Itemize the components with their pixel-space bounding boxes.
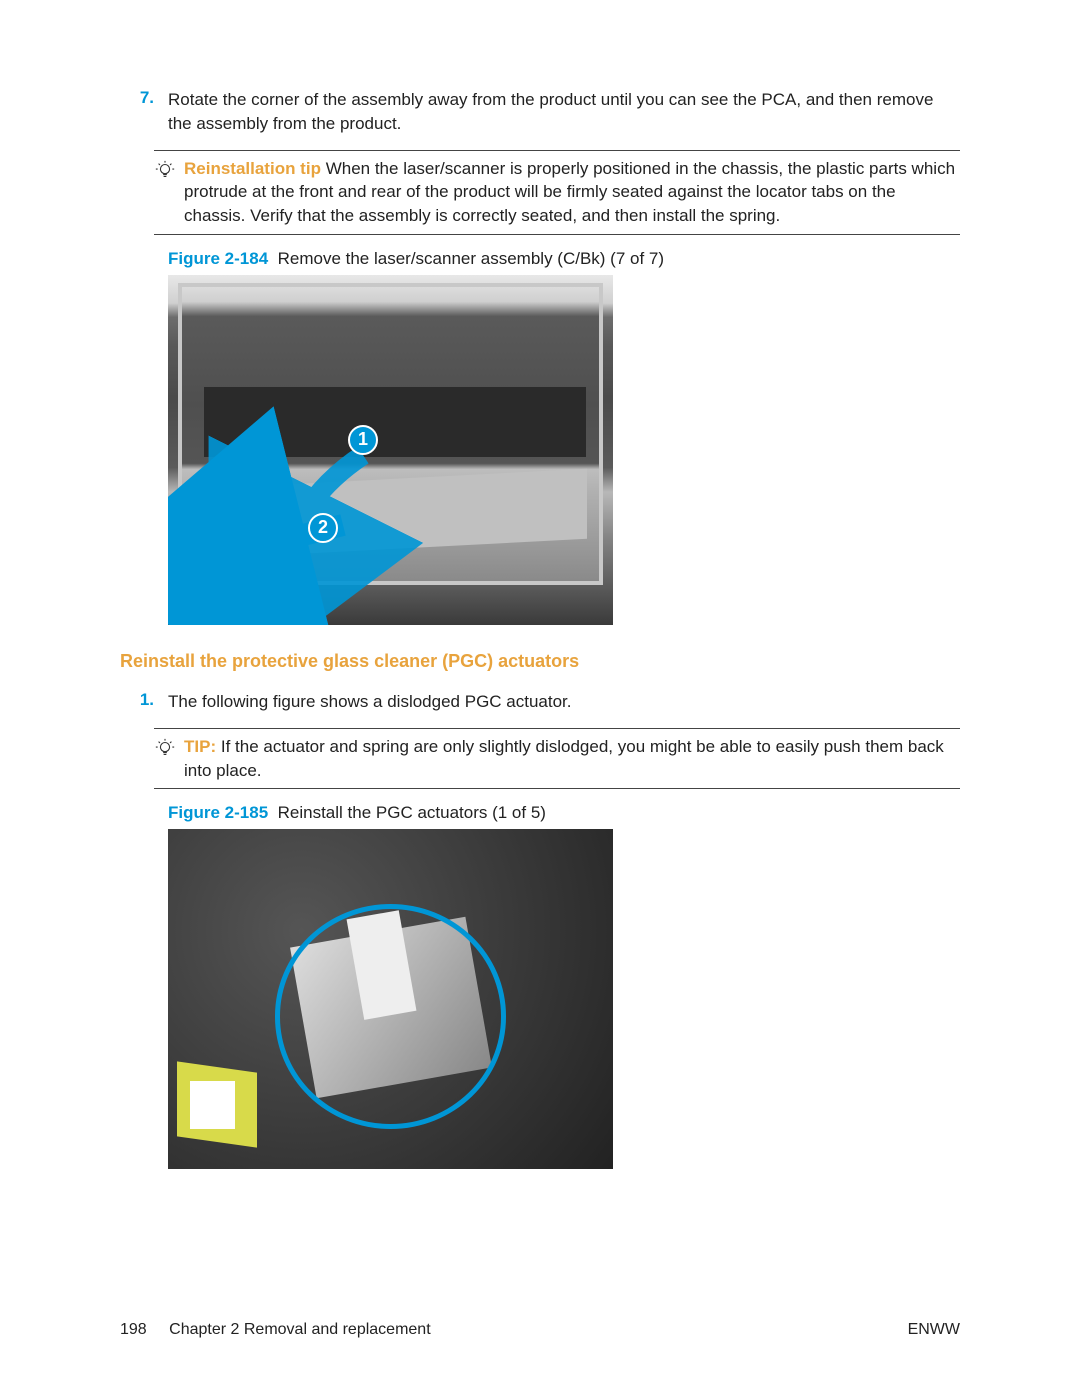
tip-label: TIP:	[184, 737, 216, 756]
reinstallation-tip-block: Reinstallation tip When the laser/scanne…	[154, 150, 960, 235]
figure-2-185: Figure 2-185 Reinstall the PGC actuators…	[168, 803, 960, 1169]
figure-caption: Figure 2-184 Remove the laser/scanner as…	[168, 249, 960, 269]
page-footer: 198 Chapter 2 Removal and replacement EN…	[120, 1321, 960, 1339]
figure-title: Reinstall the PGC actuators (1 of 5)	[278, 803, 546, 822]
annotation-circle	[275, 904, 506, 1128]
tip-content: TIP: If the actuator and spring are only…	[184, 735, 960, 783]
step-number: 1.	[120, 690, 168, 714]
callout-2: 2	[308, 513, 338, 543]
step-text: Rotate the corner of the assembly away f…	[168, 88, 960, 136]
figure-caption: Figure 2-185 Reinstall the PGC actuators…	[168, 803, 960, 823]
page-number: 198	[120, 1321, 147, 1338]
step-1: 1. The following figure shows a dislodge…	[120, 690, 960, 714]
step-text: The following figure shows a dislodged P…	[168, 690, 960, 714]
footer-right: ENWW	[908, 1321, 960, 1339]
figure-arrows	[168, 275, 613, 625]
footer-left: 198 Chapter 2 Removal and replacement	[120, 1321, 431, 1339]
figure-title: Remove the laser/scanner assembly (C/Bk)…	[278, 249, 664, 268]
lightbulb-icon	[154, 737, 176, 766]
tip-content: Reinstallation tip When the laser/scanne…	[184, 157, 960, 228]
figure-image	[168, 829, 613, 1169]
tip-text: If the actuator and spring are only slig…	[184, 737, 944, 780]
lightbulb-icon	[154, 159, 176, 188]
callout-1: 1	[348, 425, 378, 455]
figure-number: Figure 2-184	[168, 249, 268, 268]
section-title: Reinstall the protective glass cleaner (…	[120, 651, 960, 672]
tip-block: TIP: If the actuator and spring are only…	[154, 728, 960, 790]
chapter-title: Chapter 2 Removal and replacement	[169, 1321, 430, 1338]
figure-image: 1 2	[168, 275, 613, 625]
figure-number: Figure 2-185	[168, 803, 268, 822]
figure-2-184: Figure 2-184 Remove the laser/scanner as…	[168, 249, 960, 625]
step-number: 7.	[120, 88, 168, 136]
step-7: 7. Rotate the corner of the assembly awa…	[120, 88, 960, 136]
tip-label: Reinstallation tip	[184, 159, 321, 178]
